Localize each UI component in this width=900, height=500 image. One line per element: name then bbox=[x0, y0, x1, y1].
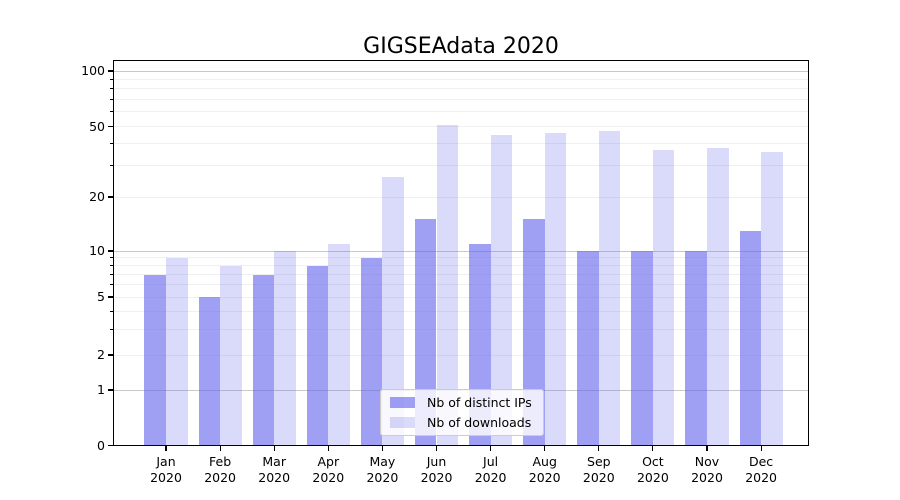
x-tick bbox=[435, 445, 438, 451]
x-tick-label: Sep 2020 bbox=[582, 453, 615, 485]
y-tick bbox=[108, 196, 113, 198]
legend-item-distinct-ips: Nb of distinct IPs bbox=[390, 395, 543, 410]
x-tick bbox=[381, 445, 383, 451]
y-tick bbox=[108, 250, 113, 252]
x-tick-label: Nov 2020 bbox=[691, 453, 723, 485]
legend-label-distinct-ips: Nb of distinct IPs bbox=[427, 395, 532, 410]
bar-distinct-ips-mar bbox=[252, 274, 275, 446]
bar-downloads-dec bbox=[761, 151, 783, 446]
bar-distinct-ips-jun bbox=[414, 219, 437, 446]
bar-distinct-ips-dec bbox=[739, 230, 762, 446]
y-minor-tick bbox=[110, 99, 113, 101]
bar-downloads-jan bbox=[166, 257, 188, 446]
y-tick-label: 1 bbox=[97, 382, 105, 397]
minor-gridline bbox=[113, 165, 809, 167]
bar-downloads-sep bbox=[598, 131, 621, 446]
bar-downloads-nov bbox=[707, 147, 729, 446]
x-tick-label: Jun 2020 bbox=[420, 453, 453, 485]
x-tick-label: Dec 2020 bbox=[745, 453, 777, 485]
x-tick bbox=[327, 445, 329, 451]
y-minor-tick bbox=[110, 78, 113, 80]
bar-downloads-may bbox=[382, 176, 404, 446]
x-tick bbox=[490, 445, 492, 451]
y-tick bbox=[108, 444, 113, 447]
major-gridline bbox=[113, 70, 809, 72]
bar-distinct-ips-may bbox=[360, 257, 383, 446]
y-minor-tick bbox=[110, 274, 113, 276]
bar-distinct-ips-oct bbox=[631, 251, 653, 446]
x-tick bbox=[544, 445, 546, 451]
y-minor-tick bbox=[110, 111, 113, 113]
x-tick bbox=[165, 445, 167, 451]
x-tick bbox=[219, 445, 221, 451]
bar-downloads-apr bbox=[328, 243, 350, 446]
y-minor-tick bbox=[110, 310, 113, 312]
x-tick-label: Jan 2020 bbox=[150, 453, 182, 485]
y-tick-label: 20 bbox=[89, 189, 105, 204]
bar-downloads-jul bbox=[490, 134, 513, 446]
bar-distinct-ips-apr bbox=[306, 265, 329, 446]
x-tick-label: Aug 2020 bbox=[528, 453, 561, 485]
bar-distinct-ips-feb bbox=[198, 297, 221, 446]
y-minor-tick bbox=[110, 165, 113, 167]
minor-gridline bbox=[113, 78, 809, 80]
legend: Nb of distinct IPs Nb of downloads bbox=[380, 389, 544, 436]
y-tick-label: 50 bbox=[89, 118, 105, 134]
y-minor-tick bbox=[110, 328, 113, 330]
y-tick bbox=[108, 125, 113, 128]
minor-gridline bbox=[113, 99, 809, 101]
minor-gridline bbox=[113, 143, 809, 145]
bar-downloads-mar bbox=[274, 251, 296, 446]
y-tick bbox=[108, 389, 113, 391]
legend-label-downloads: Nb of downloads bbox=[427, 415, 532, 430]
bar-downloads-feb bbox=[220, 265, 242, 446]
x-tick bbox=[598, 445, 600, 451]
y-tick bbox=[108, 296, 113, 298]
bar-downloads-jun bbox=[436, 124, 459, 446]
x-tick-label: Jul 2020 bbox=[474, 453, 507, 485]
legend-swatch-distinct-ips bbox=[390, 396, 415, 409]
legend-item-downloads: Nb of downloads bbox=[390, 415, 543, 430]
bar-distinct-ips-nov bbox=[685, 251, 707, 446]
minor-gridline bbox=[113, 111, 809, 113]
x-tick-label: Apr 2020 bbox=[312, 453, 345, 485]
x-tick-label: Mar 2020 bbox=[258, 453, 291, 485]
legend-swatch-downloads bbox=[390, 416, 415, 429]
x-tick-label: Feb 2020 bbox=[204, 453, 236, 485]
minor-gridline bbox=[113, 88, 809, 90]
y-minor-tick bbox=[110, 284, 113, 286]
y-tick bbox=[108, 70, 113, 72]
bar-distinct-ips-jan bbox=[144, 274, 166, 446]
minor-gridline bbox=[113, 126, 809, 127]
x-tick bbox=[652, 445, 654, 451]
y-tick bbox=[108, 354, 113, 356]
x-tick-label: Oct 2020 bbox=[636, 453, 669, 485]
chart-title: GIGSEAdata 2020 bbox=[363, 34, 559, 59]
x-tick bbox=[760, 445, 762, 451]
y-tick-label: 100 bbox=[81, 63, 105, 78]
y-tick-label: 5 bbox=[97, 289, 105, 304]
y-tick-label: 0 bbox=[97, 437, 105, 453]
y-minor-tick bbox=[110, 265, 113, 267]
y-tick-label: 2 bbox=[97, 347, 105, 362]
x-tick bbox=[706, 445, 708, 451]
bar-downloads-aug bbox=[544, 132, 567, 446]
y-minor-tick bbox=[110, 143, 113, 145]
y-tick-label: 10 bbox=[89, 243, 105, 258]
bar-downloads-oct bbox=[652, 149, 675, 446]
x-tick bbox=[273, 445, 275, 451]
bar-distinct-ips-sep bbox=[577, 251, 599, 446]
minor-gridline bbox=[113, 196, 809, 198]
bar-distinct-ips-aug bbox=[523, 219, 545, 446]
y-minor-tick bbox=[110, 88, 113, 90]
y-minor-tick bbox=[110, 257, 113, 259]
x-tick-label: May 2020 bbox=[366, 453, 399, 485]
